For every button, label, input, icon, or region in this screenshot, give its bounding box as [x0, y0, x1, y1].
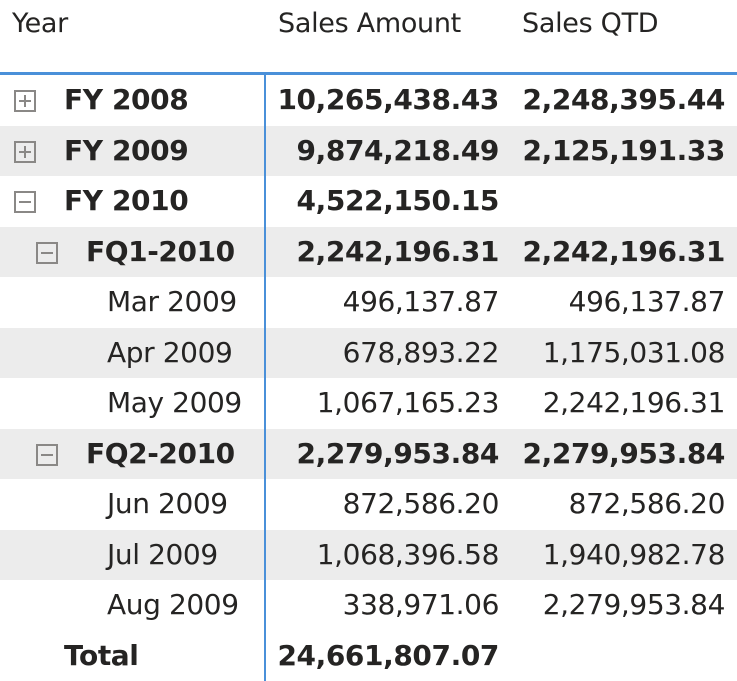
- sales-amount-cell: 2,242,196.31: [296, 234, 500, 268]
- sales-amount-cell: 1,067,165.23: [316, 386, 500, 419]
- table-row: FY 2009 9,874,218.49 2,125,191.33: [0, 125, 737, 176]
- column-header-year[interactable]: Year: [12, 8, 68, 39]
- sales-amount-cell: 496,137.87: [342, 285, 500, 318]
- table-row: Mar 2009 496,137.87 496,137.87: [0, 277, 737, 328]
- sales-amount-cell: 678,893.22: [342, 335, 500, 369]
- row-header-divider: [264, 72, 266, 681]
- table-row: Jun 2009 872,586.20 872,586.20: [0, 479, 737, 530]
- row-label: FY 2009: [64, 133, 189, 167]
- sales-qtd-cell: 872,586.20: [568, 487, 726, 520]
- collapse-minus-icon[interactable]: [36, 241, 58, 264]
- sales-qtd-cell: 2,248,395.44: [522, 83, 726, 116]
- row-label: Apr 2009: [107, 335, 233, 369]
- collapse-minus-icon[interactable]: [36, 443, 58, 466]
- table-row: Apr 2009 678,893.22 1,175,031.08: [0, 327, 737, 378]
- collapse-minus-icon[interactable]: [14, 191, 36, 213]
- sales-qtd-cell: 496,137.87: [568, 285, 726, 318]
- sales-amount-cell: 10,265,438.43: [277, 83, 499, 116]
- row-label: FY 2010: [64, 184, 189, 217]
- sales-amount-cell: 2,279,953.84: [296, 436, 500, 470]
- table-row: FY 2008 10,265,438.43 2,248,395.44: [0, 75, 737, 126]
- table-row: FQ1-2010 2,242,196.31 2,242,196.31: [0, 226, 737, 277]
- row-label: Aug 2009: [107, 588, 239, 621]
- sales-qtd-cell: 2,242,196.31: [522, 234, 726, 268]
- row-label: Mar 2009: [107, 285, 237, 318]
- sales-amount-cell: 4,522,150.15: [296, 184, 500, 217]
- column-header-sales-amount[interactable]: Sales Amount: [278, 8, 461, 39]
- table-row: Jul 2009 1,068,396.58 1,940,982.78: [0, 529, 737, 580]
- row-label: FQ1-2010: [86, 234, 235, 268]
- sales-amount-cell: 338,971.06: [342, 588, 500, 621]
- sales-qtd-cell: 2,242,196.31: [542, 386, 726, 419]
- sales-qtd-cell: 2,125,191.33: [522, 133, 726, 167]
- row-label: May 2009: [107, 386, 242, 419]
- sales-qtd-cell: 2,279,953.84: [522, 436, 726, 470]
- total-label: Total: [64, 638, 139, 672]
- table-row: FY 2010 4,522,150.15: [0, 176, 737, 227]
- table-row: FQ2-2010 2,279,953.84 2,279,953.84: [0, 428, 737, 479]
- total-row: Total 24,661,807.07: [0, 631, 737, 681]
- sales-qtd-cell: 1,175,031.08: [542, 335, 726, 369]
- sales-qtd-cell: 2,279,953.84: [542, 588, 726, 621]
- total-sales-amount-cell: 24,661,807.07: [277, 638, 499, 672]
- row-label: Jul 2009: [107, 537, 218, 571]
- sales-qtd-cell: 1,940,982.78: [542, 537, 726, 571]
- sales-amount-cell: 9,874,218.49: [296, 133, 500, 167]
- expand-plus-icon[interactable]: [14, 90, 36, 112]
- sales-amount-cell: 1,068,396.58: [316, 537, 500, 571]
- table-row: May 2009 1,067,165.23 2,242,196.31: [0, 378, 737, 429]
- row-label: FQ2-2010: [86, 436, 235, 470]
- sales-amount-cell: 872,586.20: [342, 487, 500, 520]
- row-label: Jun 2009: [107, 487, 228, 520]
- row-label: FY 2008: [64, 83, 189, 116]
- matrix-header: Year Sales Amount Sales QTD: [0, 0, 737, 75]
- expand-plus-icon[interactable]: [14, 140, 36, 163]
- column-header-sales-qtd[interactable]: Sales QTD: [522, 8, 659, 39]
- table-row: Aug 2009 338,971.06 2,279,953.84: [0, 580, 737, 631]
